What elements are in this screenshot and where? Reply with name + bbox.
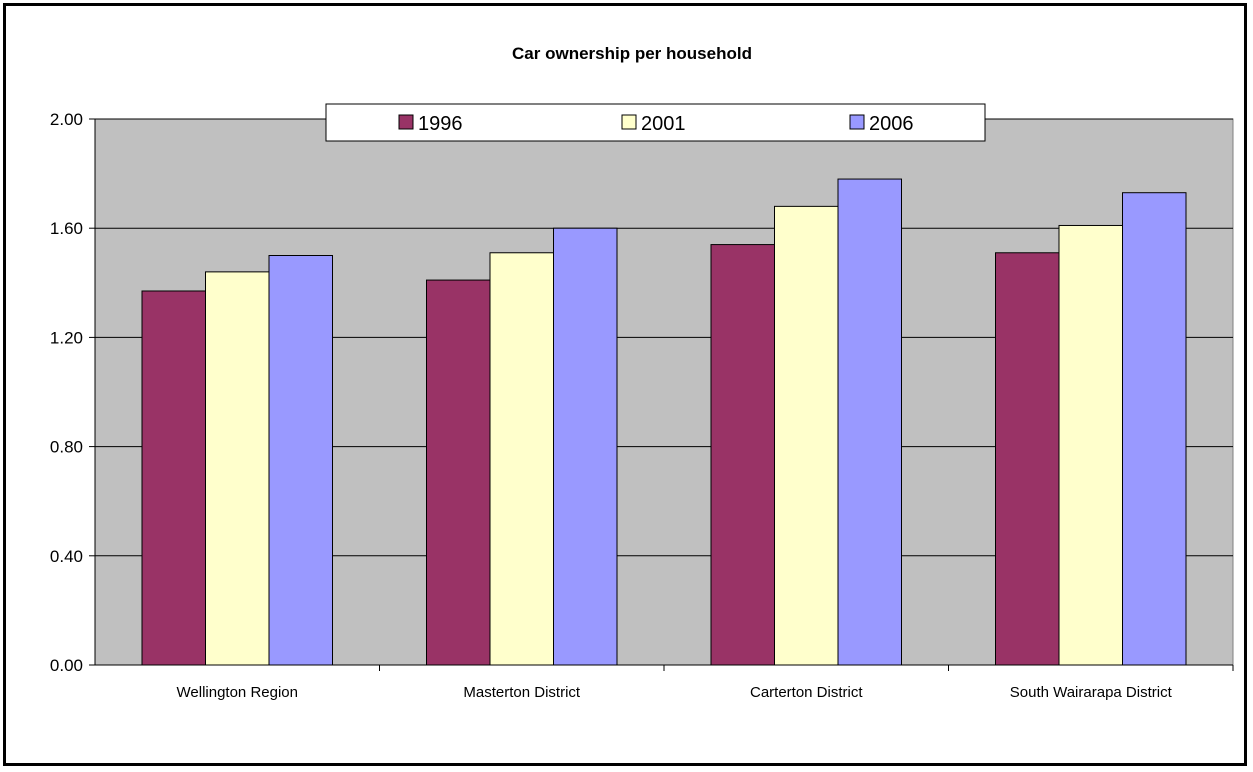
legend-box xyxy=(325,103,986,142)
legend-label: 1996 xyxy=(418,113,463,135)
y-tick-label: 0.00 xyxy=(50,656,83,675)
x-tick-label: South Wairarapa District xyxy=(1010,684,1173,701)
y-tick-label: 2.00 xyxy=(50,110,83,129)
bar xyxy=(553,227,618,666)
legend-label: 2001 xyxy=(641,113,686,135)
legend-swatch xyxy=(398,114,414,130)
axes: 0.00 0.40 0.80 1.20 1.60 2.00 Wellington Regio… xyxy=(50,110,1234,701)
x-tick-label: Carterton District xyxy=(750,684,863,701)
bar xyxy=(205,271,270,666)
bar xyxy=(426,279,491,666)
chart-title: Car ownership per household xyxy=(512,44,752,63)
bar xyxy=(837,178,902,666)
bar xyxy=(774,205,839,666)
y-tick-label: 0.40 xyxy=(50,547,83,566)
legend-swatch xyxy=(849,114,865,130)
bar xyxy=(1122,192,1187,666)
x-tick-label: Wellington Region xyxy=(177,684,298,701)
bar xyxy=(995,252,1060,666)
x-tick-label: Masterton District xyxy=(463,684,581,701)
legend: 1996 2001 2006 xyxy=(325,103,986,142)
bar xyxy=(489,252,554,666)
y-tick-label: 0.80 xyxy=(50,438,83,457)
y-tick-label: 1.20 xyxy=(50,328,83,347)
bar xyxy=(1058,224,1123,666)
bar xyxy=(141,290,206,666)
bar xyxy=(268,255,333,666)
legend-label: 2006 xyxy=(869,113,914,135)
bar xyxy=(710,244,775,666)
bars xyxy=(141,178,1187,666)
y-tick-label: 1.60 xyxy=(50,219,83,238)
legend-swatch xyxy=(621,114,637,130)
